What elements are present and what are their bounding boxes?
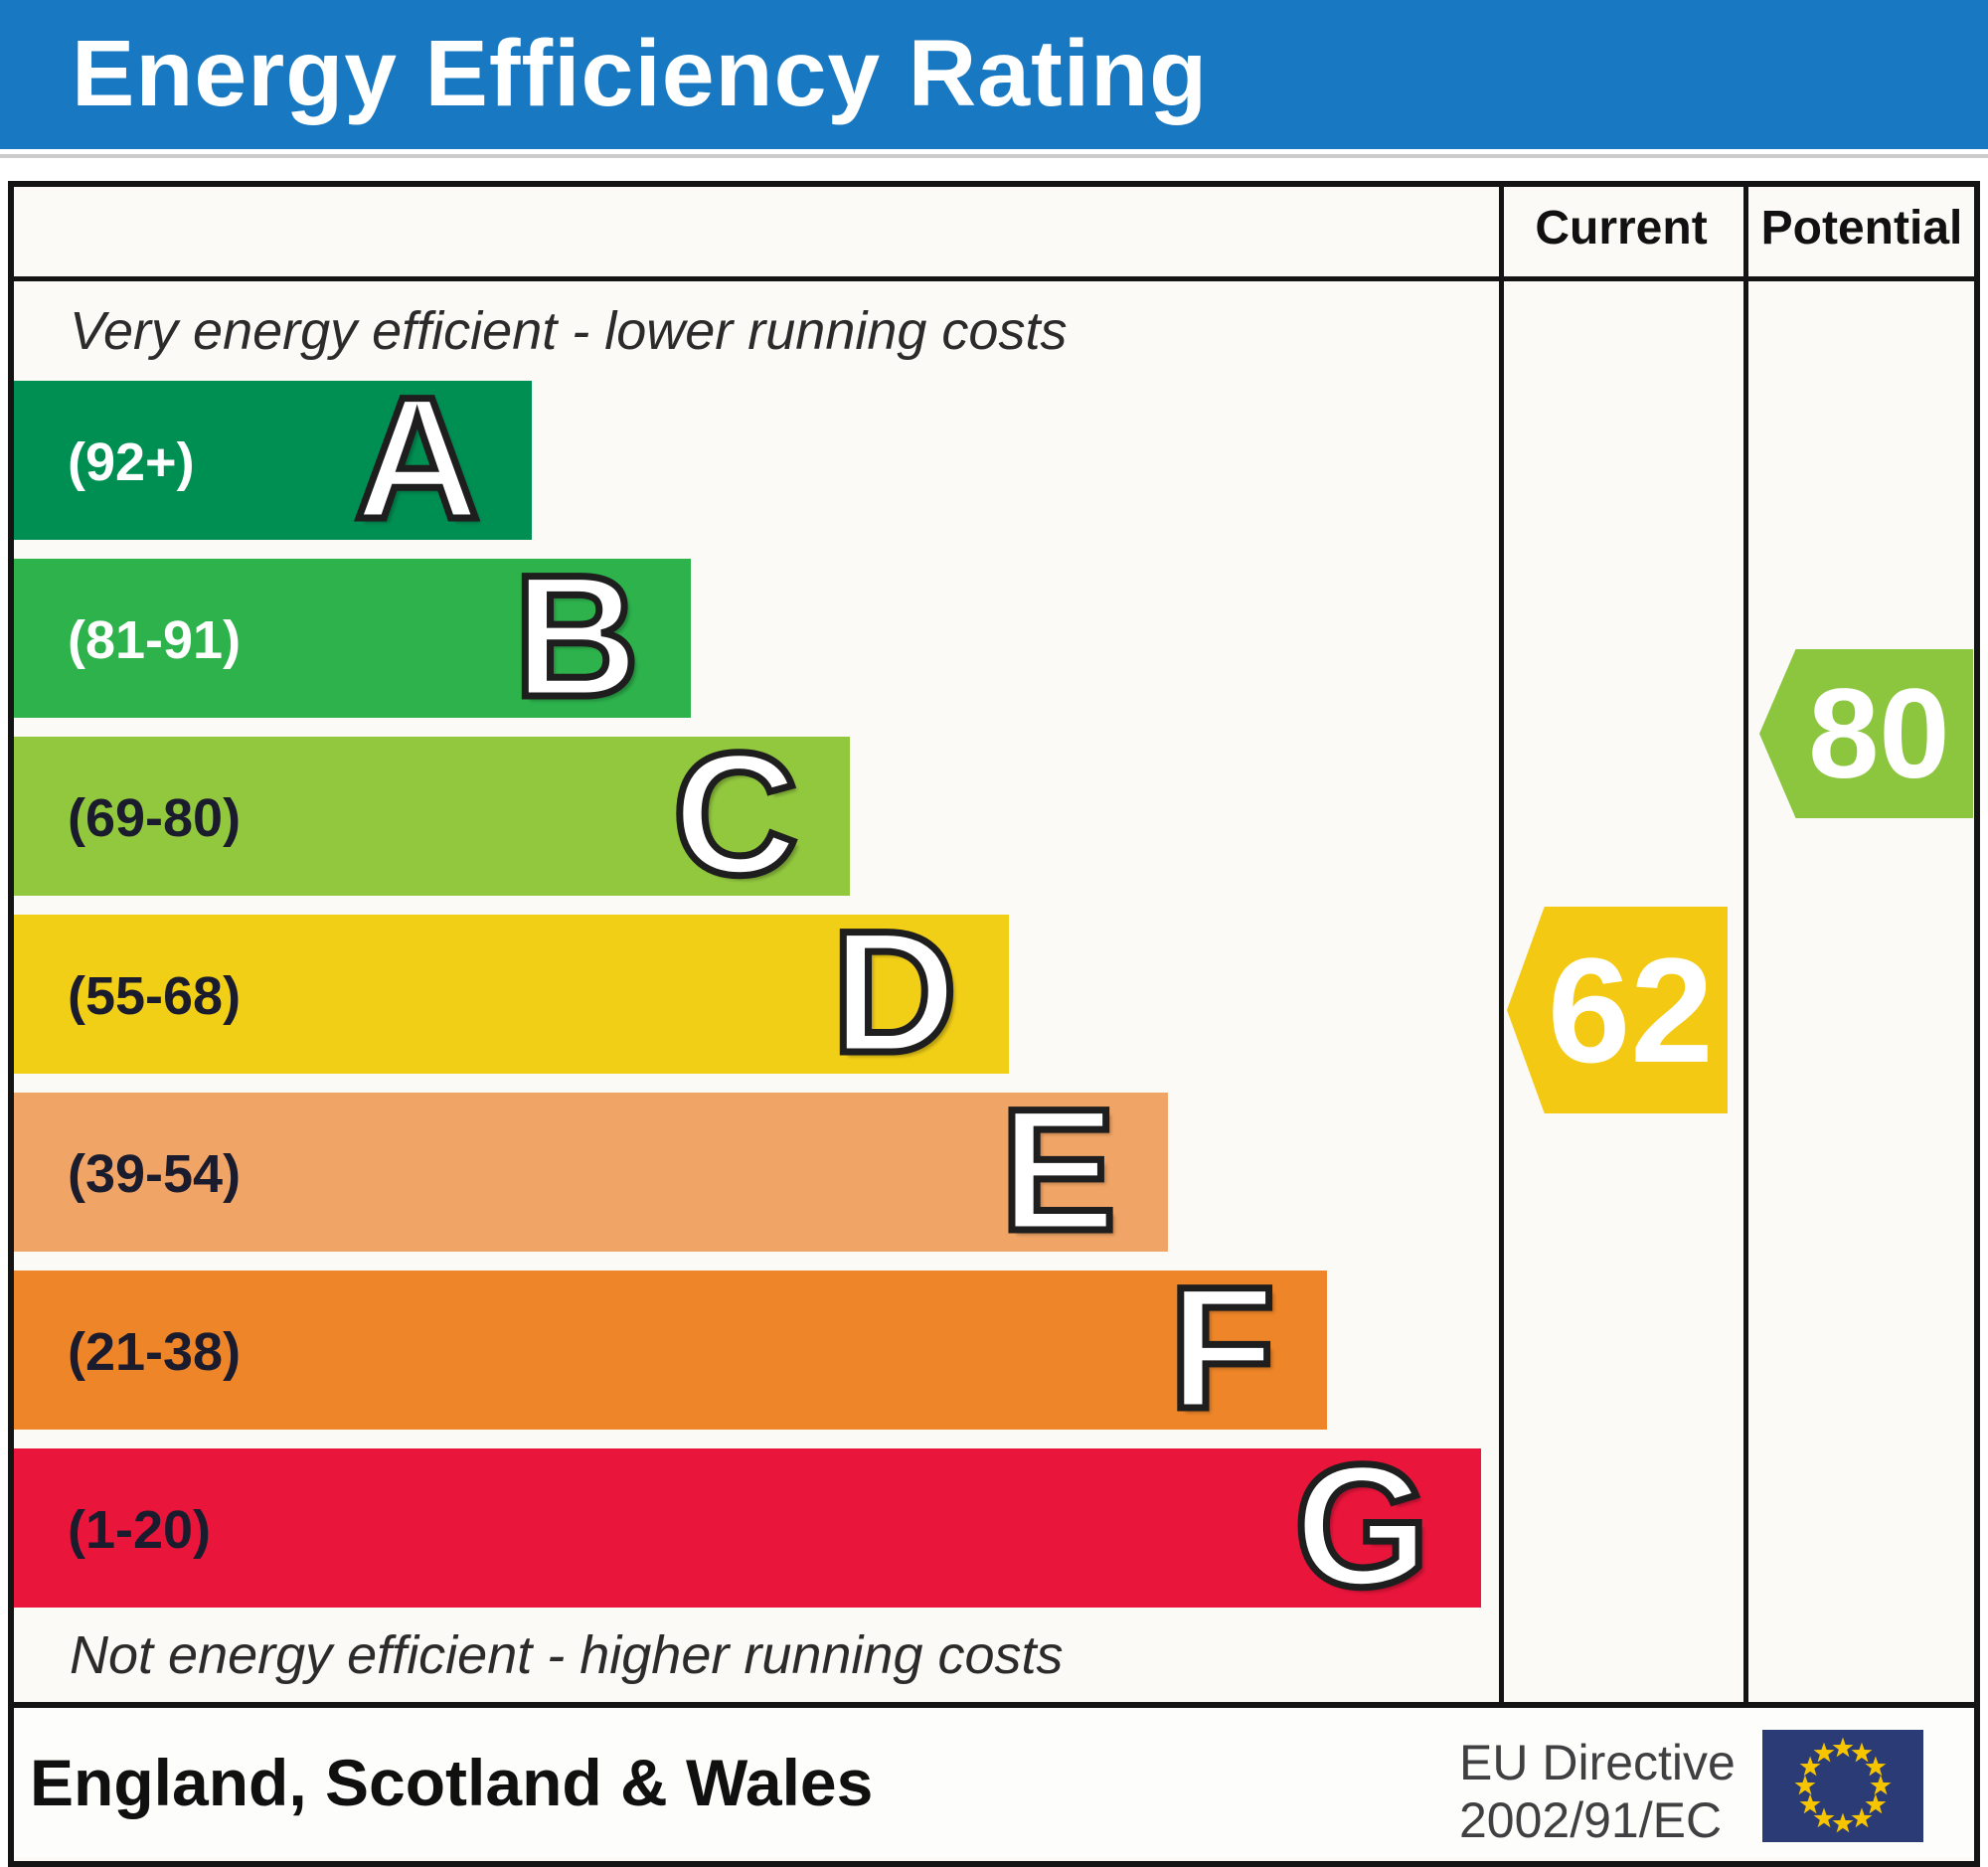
band-a-letter: A: [351, 362, 483, 556]
band-d-range-label: (55-68): [68, 966, 242, 1026]
footer-row-background: [14, 1708, 1974, 1857]
band-d-letter: D: [828, 896, 960, 1090]
band-e: (39-54) E: [14, 1081, 1168, 1262]
page-title: Energy Efficiency Rating: [72, 21, 1209, 126]
current-rating-arrow: 62: [1507, 907, 1728, 1113]
band-a: (92+) A: [14, 369, 532, 550]
title-banner: Energy Efficiency Rating: [0, 0, 1988, 149]
band-c-letter: C: [669, 718, 801, 912]
band-g: (1-20) G: [14, 1437, 1481, 1617]
eu-directive-line2: 2002/91/EC: [1459, 1792, 1723, 1848]
band-e-range-label: (39-54): [68, 1144, 242, 1204]
band-a-range-label: (92+): [68, 432, 195, 492]
potential-rating-arrow: 80: [1759, 649, 1973, 818]
band-b-letter: B: [510, 540, 642, 734]
eu-directive-line1: EU Directive: [1459, 1735, 1736, 1790]
header-row-underline: [8, 276, 1980, 281]
band-b: (81-91) B: [14, 547, 691, 728]
eu-directive-label: EU Directive 2002/91/EC: [1459, 1734, 1736, 1849]
column-header-current: Current: [1535, 202, 1708, 255]
column-header-potential: Potential: [1760, 202, 1963, 255]
band-c-range-label: (69-80): [68, 788, 242, 848]
potential-rating-value: 80: [1808, 662, 1950, 805]
divider-current-potential: [1743, 181, 1748, 1710]
banner-shadow-line: [0, 154, 1988, 158]
band-g-range-label: (1-20): [68, 1500, 212, 1560]
eu-flag-icon: [1762, 1730, 1923, 1842]
band-d: (55-68) D: [14, 903, 1009, 1084]
chart-footer-divider: [8, 1702, 1980, 1708]
band-f-letter: F: [1166, 1252, 1279, 1445]
band-f: (21-38) F: [14, 1259, 1327, 1440]
band-c: (69-80) C: [14, 725, 850, 906]
divider-main-current: [1499, 181, 1504, 1710]
caption-not-efficient: Not energy efficient - higher running co…: [70, 1625, 1064, 1685]
band-g-letter: G: [1290, 1430, 1432, 1623]
band-e-letter: E: [997, 1074, 1120, 1268]
caption-very-efficient: Very energy efficient - lower running co…: [70, 301, 1068, 361]
region-label: England, Scotland & Wales: [30, 1746, 874, 1819]
band-f-range-label: (21-38): [68, 1322, 242, 1382]
current-rating-value: 62: [1547, 926, 1714, 1094]
band-b-range-label: (81-91): [68, 610, 242, 670]
